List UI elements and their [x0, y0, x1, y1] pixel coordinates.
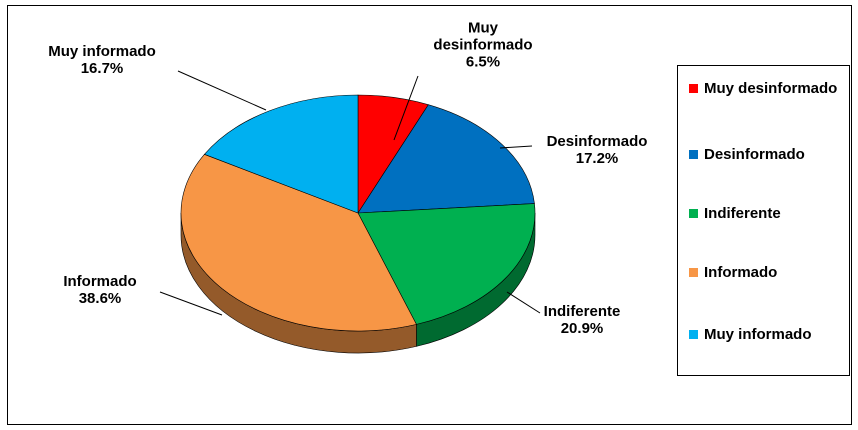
data-label-value: 17.2% — [575, 150, 619, 167]
data-label: Indiferente 20.9% — [544, 303, 621, 337]
data-label-value: 16.7% — [80, 60, 124, 77]
data-label-value: 20.9% — [560, 320, 604, 337]
data-label: Informado 38.6% — [63, 273, 136, 307]
data-label: Muy informado 16.7% — [48, 43, 156, 77]
legend-item: Informado — [689, 264, 854, 281]
leader-line — [159, 291, 223, 316]
data-label-value: 6.5% — [465, 53, 501, 71]
slice — [203, 94, 359, 214]
legend-swatch — [689, 209, 698, 218]
legend-label: Informado — [704, 264, 778, 281]
legend-item: Muy informado — [689, 326, 854, 343]
legend-label: Indiferente — [704, 205, 781, 222]
data-label-name: Desinformado — [546, 133, 648, 150]
legend-box — [677, 65, 850, 376]
data-label-name: Indiferente — [543, 303, 621, 320]
legend-swatch — [689, 150, 698, 159]
data-label: Muy desinformado 6.5% — [418, 20, 548, 71]
legend-label: Muy informado — [704, 326, 812, 343]
pie — [180, 94, 536, 354]
data-label-name: Muy desinformado — [433, 19, 533, 54]
leader-line — [506, 291, 541, 314]
legend-item: Desinformado — [689, 146, 854, 163]
data-label-name: Informado — [63, 273, 137, 290]
data-label: Desinformado 17.2% — [547, 133, 648, 167]
slice — [180, 153, 417, 332]
legend-label: Muy desinformado — [704, 80, 838, 97]
slice — [357, 104, 535, 214]
leader-line — [177, 70, 267, 111]
legend-swatch — [689, 330, 698, 339]
data-label-value: 38.6% — [78, 290, 122, 307]
leader-line — [499, 145, 533, 149]
legend-swatch — [689, 268, 698, 277]
data-label-name: Muy informado — [48, 43, 156, 60]
slice — [357, 203, 536, 325]
legend-item: Indiferente — [689, 205, 854, 222]
legend-item: Muy desinformado — [689, 80, 854, 97]
legend-swatch — [689, 84, 698, 93]
legend-label: Desinformado — [704, 146, 805, 163]
leader-lines — [159, 70, 541, 316]
leader-line — [393, 75, 419, 141]
